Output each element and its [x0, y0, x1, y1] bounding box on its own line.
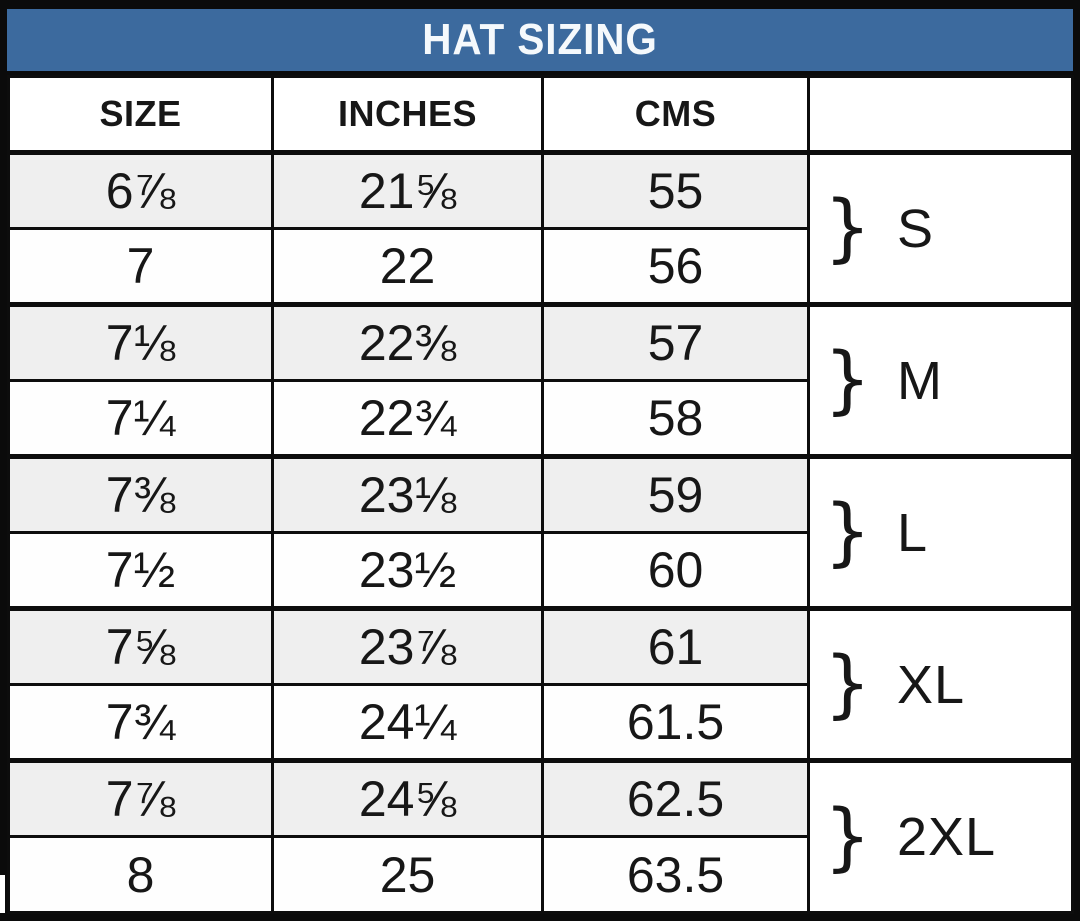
table-row: 7¾ 24¼ 61.5	[7, 683, 1073, 762]
cms-cell: 60	[541, 531, 810, 610]
cms-cell: 62.5	[541, 758, 810, 838]
group-label: L	[897, 502, 929, 563]
group-cell-l: } L	[807, 454, 1074, 610]
inches-cell: 25	[271, 835, 544, 914]
inches-cell: 24¼	[271, 683, 544, 762]
cms-cell: 55	[541, 150, 810, 230]
size-cell: 7⅛	[7, 302, 274, 382]
size-cell: 7	[7, 227, 274, 306]
table-row: 6⅞ 21⅝ 55 } S	[7, 150, 1074, 306]
page-title: HAT SIZING	[422, 15, 658, 64]
group-cell-xl: } XL	[807, 606, 1074, 762]
table-row: 7⅛ 22⅜ 57 } M	[7, 302, 1074, 458]
col-header-group	[807, 75, 1074, 155]
inches-cell: 23⅞	[271, 606, 544, 686]
size-cell: 7⅜	[7, 454, 274, 534]
title-bar: HAT SIZING	[7, 9, 1073, 75]
inches-cell: 22	[271, 227, 544, 306]
table-row: 8 25 63.5	[7, 835, 1073, 914]
size-cell: 7¼	[7, 379, 274, 458]
table-row: 7½ 23½ 60	[7, 531, 1073, 610]
cms-cell: 61	[541, 606, 810, 686]
col-header-cms: CMS	[541, 75, 810, 155]
brace-icon: }	[824, 489, 872, 576]
brace-icon: }	[824, 793, 872, 880]
size-cell: 7⅝	[7, 606, 274, 686]
table-row: 7⅞ 24⅝ 62.5 } 2XL	[7, 758, 1074, 914]
size-cell: 7½	[7, 531, 274, 610]
table-row: 7¼ 22¾ 58	[7, 379, 1073, 458]
inches-cell: 22⅜	[271, 302, 544, 382]
cms-cell: 59	[541, 454, 810, 534]
inches-cell: 23⅛	[271, 454, 544, 534]
group-cell-m: } M	[807, 302, 1074, 458]
table-row: 7⅝ 23⅞ 61 } XL	[7, 606, 1074, 762]
group-label: M	[897, 350, 943, 411]
table-row: 7⅜ 23⅛ 59 } L	[7, 454, 1074, 610]
brace-icon: }	[824, 337, 872, 424]
size-cell: 8	[7, 835, 274, 914]
group-cell-s: } S	[807, 150, 1074, 306]
size-cell: 6⅞	[7, 150, 274, 230]
cms-cell: 58	[541, 379, 810, 458]
brace-icon: }	[824, 641, 872, 728]
cms-cell: 63.5	[541, 835, 810, 914]
scan-artifact-notch	[0, 875, 5, 913]
hat-sizing-table: SIZE INCHES CMS 6⅞ 21⅝ 55 } S 7 22 56 7⅛…	[7, 75, 1074, 914]
group-cell-2xl: } 2XL	[807, 758, 1074, 914]
size-cell: 7⅞	[7, 758, 274, 838]
brace-icon: }	[824, 185, 872, 272]
cms-cell: 61.5	[541, 683, 810, 762]
inches-cell: 22¾	[271, 379, 544, 458]
group-label: S	[897, 198, 935, 259]
inches-cell: 21⅝	[271, 150, 544, 230]
col-header-inches: INCHES	[271, 75, 544, 155]
cms-cell: 57	[541, 302, 810, 382]
group-label: XL	[897, 654, 966, 715]
inches-cell: 23½	[271, 531, 544, 610]
header-row: SIZE INCHES CMS	[7, 75, 1074, 155]
size-cell: 7¾	[7, 683, 274, 762]
table-row: 7 22 56	[7, 227, 1073, 306]
cms-cell: 56	[541, 227, 810, 306]
col-header-size: SIZE	[7, 75, 274, 155]
group-label: 2XL	[897, 807, 997, 867]
inches-cell: 24⅝	[271, 758, 544, 838]
